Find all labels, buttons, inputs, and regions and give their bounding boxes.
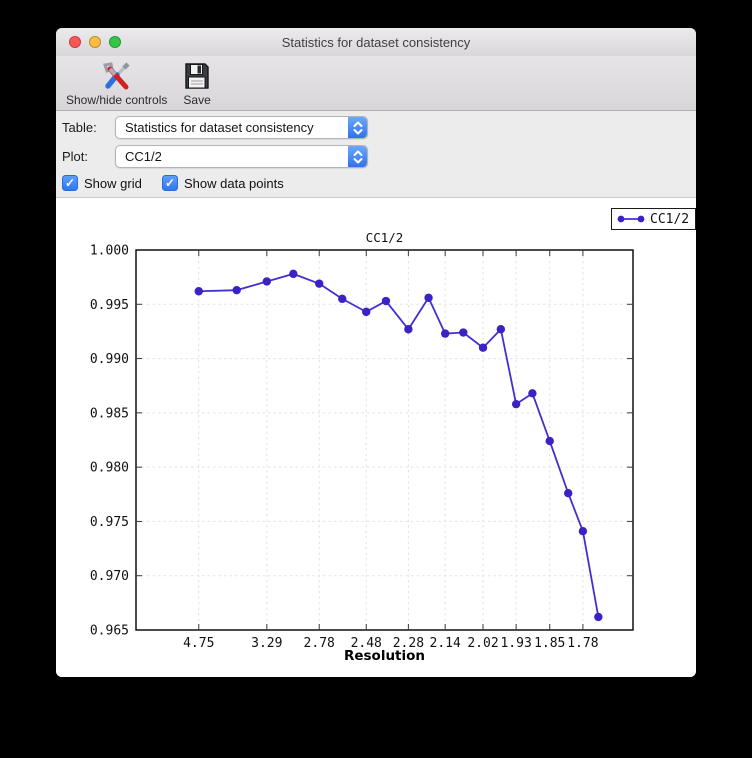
legend-label: CC1/2	[650, 211, 690, 227]
plot-popup-button[interactable]: CC1/2	[115, 145, 368, 168]
show-data-points-checkbox[interactable]: ✓	[162, 175, 178, 191]
y-tick-label: 0.990	[90, 352, 129, 367]
x-tick-label: 2.28	[393, 636, 424, 651]
x-tick-label: 1.93	[500, 636, 531, 651]
x-tick-label: 2.78	[304, 636, 335, 651]
x-tick-label: 1.85	[534, 636, 565, 651]
data-point	[578, 527, 588, 536]
data-point	[594, 612, 603, 622]
data-point	[404, 325, 413, 334]
floppy-disk-icon	[184, 61, 210, 91]
save-label: Save	[183, 93, 211, 107]
show-hide-controls-label: Show/hide controls	[66, 93, 168, 107]
toolbar: Show/hide controls Save	[56, 56, 696, 111]
y-tick-label: 0.995	[90, 298, 129, 313]
y-tick-label: 0.985	[90, 406, 129, 421]
zoom-button[interactable]	[109, 36, 121, 48]
data-point	[194, 287, 203, 296]
chart-area: 1.000 0.995 0.990 0.985 0.980 0.975 0.970 0.965…	[56, 198, 696, 677]
popup-stepper-icon	[348, 146, 367, 167]
chart-legend: CC1/2	[611, 208, 696, 230]
show-data-points-control: ✓ Show data points	[162, 175, 284, 191]
legend-marker-icon	[617, 215, 645, 223]
data-point	[424, 293, 433, 302]
y-tick-label: 0.965	[90, 624, 129, 639]
save-button[interactable]: Save	[183, 61, 211, 107]
data-point	[511, 399, 521, 409]
show-grid-label: Show grid	[84, 175, 142, 191]
traffic-lights	[69, 36, 121, 48]
x-tick-label: 4.75	[183, 636, 214, 651]
close-button[interactable]	[69, 36, 81, 48]
data-point	[528, 389, 537, 398]
cc-half-chart: 1.000 0.995 0.990 0.985 0.980 0.975 0.970 0.965…	[90, 244, 634, 651]
x-tick-label: 1.78	[567, 636, 598, 651]
y-tick-label: 0.975	[90, 515, 129, 530]
data-point	[289, 269, 298, 279]
data-point	[459, 328, 468, 337]
plot-frame	[135, 249, 634, 631]
x-tick-label: 2.48	[351, 636, 382, 651]
data-point	[440, 329, 450, 338]
data-point	[262, 277, 272, 286]
data-point	[496, 325, 506, 334]
data-point	[381, 296, 391, 306]
window-title: Statistics for dataset consistency	[281, 34, 471, 50]
plot-popup-value: CC1/2	[125, 149, 162, 164]
data-point	[478, 343, 488, 352]
series-line	[198, 272, 600, 618]
data-point	[362, 307, 371, 317]
y-tick-label: 0.970	[90, 569, 129, 584]
x-axis-title: Resolution	[343, 648, 426, 664]
popup-stepper-icon	[348, 117, 367, 138]
tools-icon	[102, 61, 132, 91]
data-point	[315, 279, 324, 288]
y-tick-label: 1.000	[90, 244, 129, 259]
minimize-button[interactable]	[89, 36, 101, 48]
x-tick-label: 3.29	[251, 636, 282, 651]
data-point	[338, 294, 347, 304]
table-label: Table:	[62, 120, 97, 135]
show-grid-control: ✓ Show grid	[62, 175, 142, 191]
x-tick-label: 2.02	[467, 636, 498, 651]
plot-label: Plot:	[62, 149, 89, 164]
show-hide-controls-button[interactable]: Show/hide controls	[66, 61, 167, 107]
chart-title: CC1/2	[365, 230, 404, 245]
data-point	[545, 436, 554, 446]
table-popup-button[interactable]: Statistics for dataset consistency	[115, 116, 368, 139]
title-bar[interactable]: Statistics for dataset consistency	[56, 28, 696, 56]
app-window: Statistics for dataset consistency	[56, 28, 696, 677]
control-panel: Table: Statistics for dataset consistenc…	[56, 111, 696, 198]
x-tick-label: 2.14	[430, 636, 461, 651]
table-popup-value: Statistics for dataset consistency	[125, 120, 314, 135]
data-point	[564, 489, 573, 498]
show-grid-checkbox[interactable]: ✓	[62, 175, 78, 191]
data-point	[232, 285, 241, 295]
show-data-points-label: Show data points	[184, 175, 284, 191]
y-tick-label: 0.980	[90, 461, 129, 476]
